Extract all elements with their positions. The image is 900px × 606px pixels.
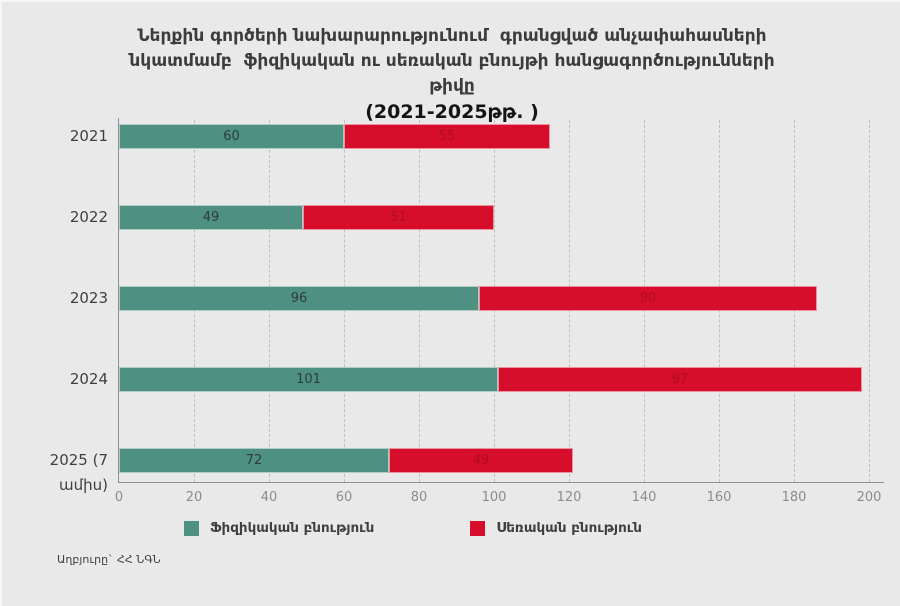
bar-value-label: 72 <box>245 453 263 468</box>
bar-value-label: 101 <box>296 372 321 387</box>
legend-label: Ֆիզիկական բնություն <box>210 520 375 536</box>
x-tick-label-140: 140 <box>631 490 657 505</box>
x-tick-label-180: 180 <box>781 490 807 505</box>
bar-segment-Ֆիզիկական բնություն: 60 <box>119 124 344 149</box>
bar-row-2025 (7 ամիս): 72 49 <box>119 448 573 473</box>
legend-swatch-icon <box>470 520 486 536</box>
legend-item-Ֆիզիկական բնություն: Ֆիզիկական բնություն <box>184 520 374 536</box>
source-note: Աղբյուրը` ՀՀ ՆԳՆ <box>57 553 161 566</box>
chart-title-period: (2021-2025թթ. ) <box>365 101 539 123</box>
bar-value-label: 49 <box>472 453 490 468</box>
x-tick-label-60: 60 <box>335 490 353 505</box>
category-label-2022: 2022 <box>69 208 108 226</box>
legend-swatch-icon <box>184 520 199 536</box>
category-label-2024: 2024 <box>69 370 108 388</box>
category-label-2021: 2021 <box>69 127 108 145</box>
category-label-2023: 2023 <box>69 289 108 307</box>
x-tick-label-100: 100 <box>481 490 507 505</box>
x-axis-line <box>118 482 884 483</box>
chart-title: Ներքին գործերի նախարարությունում գրանցվա… <box>62 24 842 125</box>
bar-segment-Սեռական բնություն: 51 <box>303 205 494 230</box>
bar-value-label: 49 <box>202 210 220 225</box>
bar-segment-Ֆիզիկական բնություն: 101 <box>119 367 498 392</box>
legend-item-Սեռական բնություն: Սեռական բնություն <box>470 520 642 536</box>
bar-segment-Ֆիզիկական բնություն: 72 <box>119 448 389 473</box>
bar-segment-Ֆիզիկական բնություն: 49 <box>119 205 303 230</box>
category-label-2025 (7 ամիս): 2025 (7 ամիս) <box>49 451 108 494</box>
y-axis-line <box>118 118 119 482</box>
bar-segment-Սեռական բնություն: 55 <box>344 124 550 149</box>
bar-row-2024: 101 97 <box>119 367 862 392</box>
chart-title-line-3: թիվը <box>429 76 475 96</box>
x-tick-label-200: 200 <box>856 490 882 505</box>
x-tick-label-120: 120 <box>556 490 582 505</box>
bar-row-2023: 96 90 <box>119 286 817 311</box>
bar-segment-Ֆիզիկական բնություն: 96 <box>119 286 479 311</box>
x-tick-label-0: 0 <box>114 490 124 505</box>
bar-value-label: 51 <box>390 210 407 225</box>
bar-segment-Սեռական բնություն: 90 <box>479 286 817 311</box>
legend: Ֆիզիկական բնություն Սեռական բնություն <box>184 520 642 536</box>
x-tick-label-20: 20 <box>185 490 203 505</box>
bar-value-label: 97 <box>671 372 689 387</box>
x-tick-label-160: 160 <box>706 490 732 505</box>
chart-title-line-2: նկատմամբ ֆիզիկական ու սեռական բնույթի հա… <box>129 51 775 71</box>
bar-row-2022: 49 51 <box>119 205 494 230</box>
x-tick-label-80: 80 <box>410 490 428 505</box>
x-tick-label-40: 40 <box>260 490 278 505</box>
bar-value-label: 90 <box>639 291 657 306</box>
bar-value-label: 55 <box>438 129 456 144</box>
bar-value-label: 96 <box>290 291 308 306</box>
bar-segment-Սեռական բնություն: 97 <box>498 367 862 392</box>
bar-segment-Սեռական բնություն: 49 <box>389 448 573 473</box>
chart-title-line-1: Ներքին գործերի նախարարությունում գրանցվա… <box>137 26 767 46</box>
legend-label: Սեռական բնություն <box>496 520 642 536</box>
bar-value-label: 60 <box>223 129 240 144</box>
gridline-x-200 <box>869 120 870 482</box>
bar-row-2021: 60 55 <box>119 124 550 149</box>
